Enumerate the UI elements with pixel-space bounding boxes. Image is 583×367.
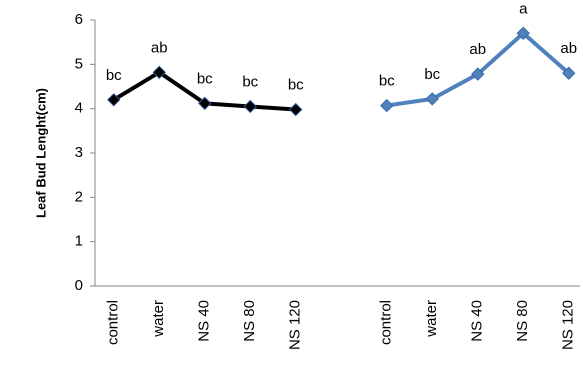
marker xyxy=(471,67,485,81)
y-tick-label: 0 xyxy=(75,277,83,294)
point-label: ab xyxy=(560,40,577,57)
marker xyxy=(152,65,166,80)
point-label: bc xyxy=(242,73,258,90)
marker xyxy=(198,96,212,111)
point-label: bc xyxy=(424,66,440,83)
marker xyxy=(562,66,576,80)
y-tick-label: 1 xyxy=(75,233,83,250)
point-label: bc xyxy=(288,77,304,94)
marker xyxy=(107,93,121,107)
point-label: bc xyxy=(379,73,395,90)
point-label: bc xyxy=(106,67,122,84)
y-tick-label: 2 xyxy=(75,188,83,205)
marker xyxy=(425,92,439,106)
point-label: a xyxy=(519,0,528,17)
point-label: ab xyxy=(469,41,486,58)
y-tick-label: 3 xyxy=(75,144,83,161)
x-tick-label: control xyxy=(378,300,395,345)
x-tick-label: control xyxy=(105,300,122,345)
marker xyxy=(516,26,530,41)
y-tick-label: 6 xyxy=(75,11,83,28)
marker xyxy=(380,98,394,113)
y-tick-label: 5 xyxy=(75,55,83,72)
point-label: bc xyxy=(197,70,213,87)
x-tick-label: water xyxy=(150,300,167,338)
x-tick-label: NS 80 xyxy=(514,300,531,342)
y-axis-label: Leaf Bud Lenght(cm) xyxy=(33,88,48,218)
x-tick-label: NS 80 xyxy=(241,300,258,342)
x-tick-label: water xyxy=(423,300,440,338)
x-tick-label: NS 120 xyxy=(560,300,577,350)
marker xyxy=(289,102,303,117)
x-tick-label: NS 40 xyxy=(196,300,213,342)
x-tick-label: NS 40 xyxy=(469,300,486,342)
x-tick-label: NS 120 xyxy=(287,300,304,350)
point-label: ab xyxy=(151,39,168,56)
y-tick-label: 4 xyxy=(75,100,83,117)
marker xyxy=(243,99,257,114)
